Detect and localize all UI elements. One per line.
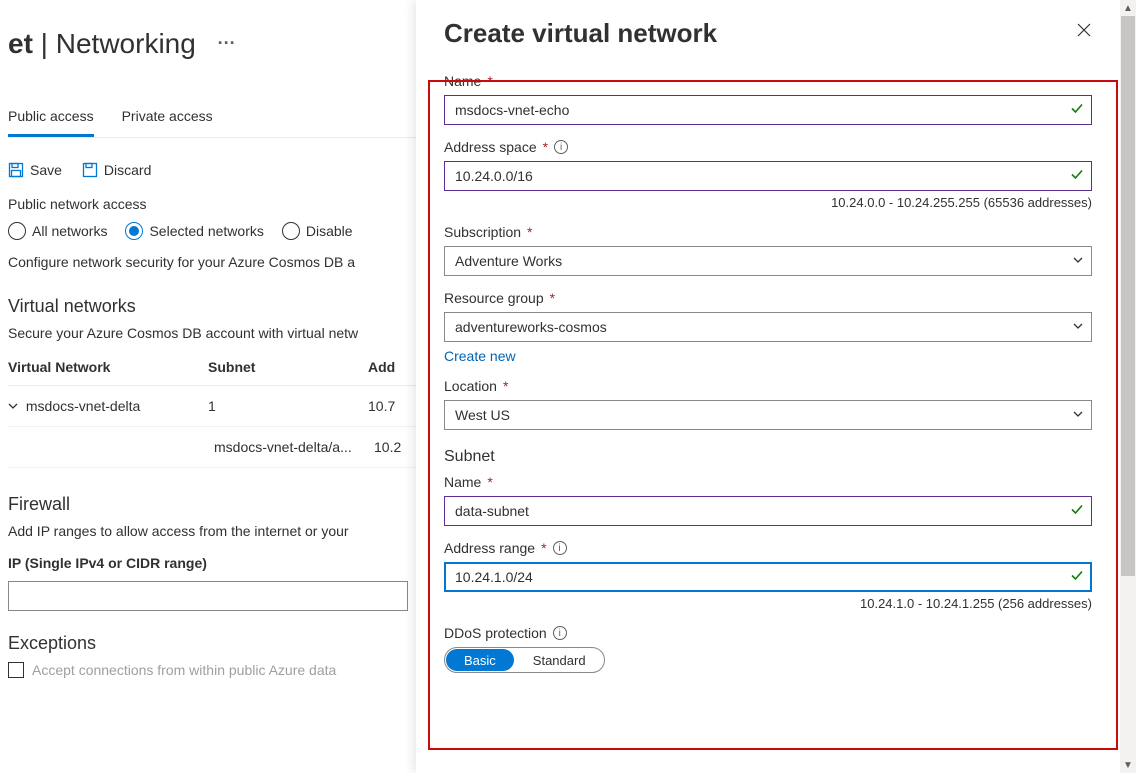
- address-range-input[interactable]: [444, 562, 1092, 592]
- required-icon: *: [541, 540, 546, 556]
- create-new-link[interactable]: Create new: [444, 348, 516, 364]
- scrollbar-track[interactable]: ▲ ▼: [1120, 0, 1136, 773]
- title-sep: |: [33, 28, 56, 59]
- info-icon[interactable]: i: [553, 626, 567, 640]
- address-range-label: Address range: [444, 540, 535, 556]
- col-virtual-network: Virtual Network: [8, 359, 208, 375]
- close-icon[interactable]: [1076, 22, 1092, 41]
- radio-all-label: All networks: [32, 223, 107, 239]
- create-vnet-panel: Create virtual network Name *: [416, 0, 1120, 773]
- scroll-up-icon[interactable]: ▲: [1120, 0, 1136, 16]
- exception-label: Accept connections from within public Az…: [32, 662, 336, 678]
- radio-selected-label: Selected networks: [149, 223, 263, 239]
- resource-group-label: Resource group: [444, 290, 544, 306]
- resource-group-select[interactable]: [444, 312, 1092, 342]
- tab-private-access[interactable]: Private access: [122, 108, 213, 137]
- ddos-label: DDoS protection: [444, 625, 547, 641]
- col-subnet: Subnet: [208, 359, 368, 375]
- row-sn: 1: [208, 398, 368, 414]
- required-icon: *: [550, 290, 555, 306]
- required-icon: *: [543, 139, 548, 155]
- panel-title: Create virtual network: [444, 18, 1092, 49]
- subnet-heading: Subnet: [444, 448, 1092, 466]
- title-prefix: et: [8, 28, 33, 59]
- scroll-down-icon[interactable]: ▼: [1120, 757, 1136, 773]
- required-icon: *: [487, 73, 492, 89]
- save-button[interactable]: Save: [8, 162, 62, 178]
- check-icon: [1070, 569, 1084, 586]
- ddos-toggle[interactable]: Basic Standard: [444, 647, 605, 673]
- scrollbar-thumb[interactable]: [1121, 16, 1135, 576]
- title-main: Networking: [56, 28, 196, 59]
- row-sn: msdocs-vnet-delta/a...: [214, 439, 374, 455]
- chevron-down-icon[interactable]: [8, 398, 22, 414]
- subscription-select[interactable]: [444, 246, 1092, 276]
- save-icon: [8, 162, 24, 178]
- tab-public-access[interactable]: Public access: [8, 108, 94, 137]
- radio-disabled[interactable]: Disable: [282, 222, 353, 240]
- required-icon: *: [503, 378, 508, 394]
- check-icon: [1070, 503, 1084, 520]
- exception-checkbox[interactable]: [8, 662, 24, 678]
- save-label: Save: [30, 162, 62, 178]
- radio-disabled-label: Disable: [306, 223, 353, 239]
- address-space-hint: 10.24.0.0 - 10.24.255.255 (65536 address…: [444, 195, 1092, 210]
- name-input[interactable]: [444, 95, 1092, 125]
- check-icon: [1070, 102, 1084, 119]
- discard-icon: [82, 162, 98, 178]
- subnet-name-label: Name: [444, 474, 481, 490]
- info-icon[interactable]: i: [554, 140, 568, 154]
- ddos-basic-option[interactable]: Basic: [446, 649, 514, 671]
- ip-input[interactable]: [8, 581, 408, 611]
- info-icon[interactable]: i: [553, 541, 567, 555]
- location-label: Location: [444, 378, 497, 394]
- subscription-label: Subscription: [444, 224, 521, 240]
- ddos-standard-option[interactable]: Standard: [515, 648, 604, 672]
- check-icon: [1070, 168, 1084, 185]
- radio-selected-networks[interactable]: Selected networks: [125, 222, 263, 240]
- row-vn: msdocs-vnet-delta: [26, 398, 140, 414]
- address-range-hint: 10.24.1.0 - 10.24.1.255 (256 addresses): [444, 596, 1092, 611]
- subnet-name-input[interactable]: [444, 496, 1092, 526]
- required-icon: *: [487, 474, 492, 490]
- required-icon: *: [527, 224, 532, 240]
- name-label: Name: [444, 73, 481, 89]
- more-icon[interactable]: ···: [204, 33, 236, 53]
- location-select[interactable]: [444, 400, 1092, 430]
- address-space-label: Address space: [444, 139, 537, 155]
- discard-button[interactable]: Discard: [82, 162, 151, 178]
- radio-all-networks[interactable]: All networks: [8, 222, 107, 240]
- discard-label: Discard: [104, 162, 151, 178]
- address-space-input[interactable]: [444, 161, 1092, 191]
